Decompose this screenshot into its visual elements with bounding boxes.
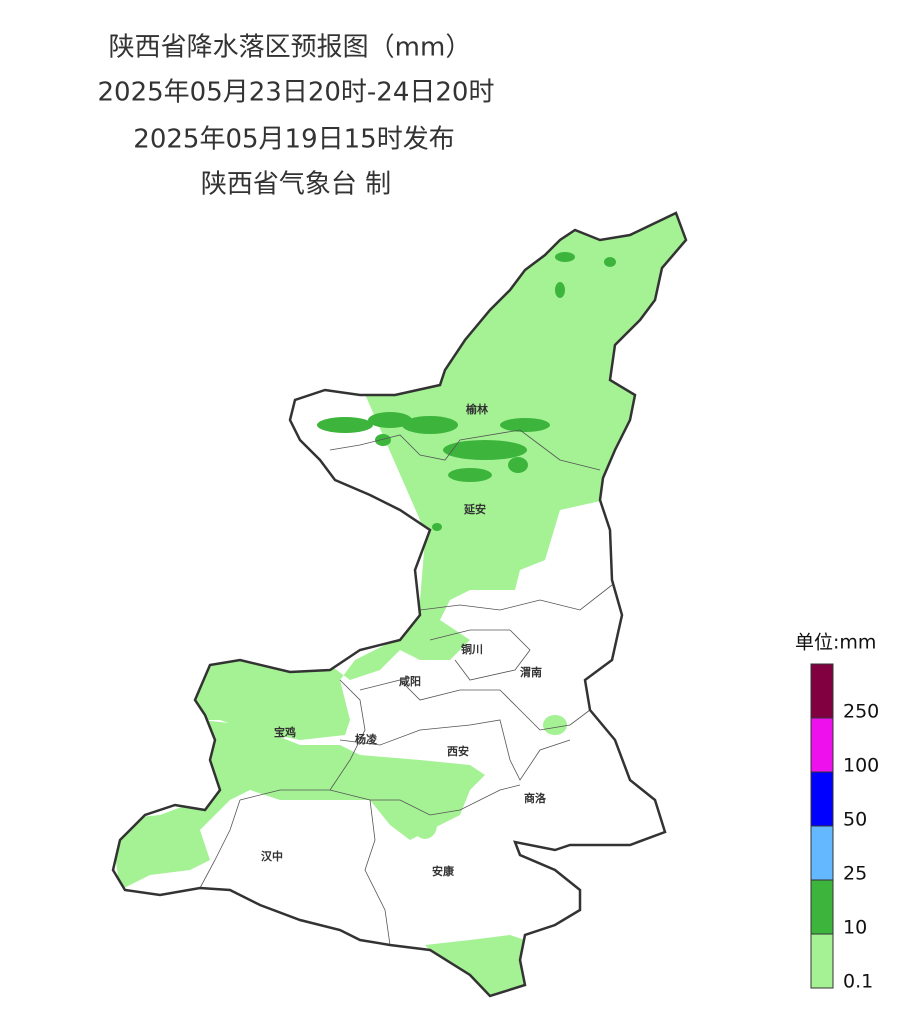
legend-swatch xyxy=(810,771,834,827)
city-label: 汉中 xyxy=(261,849,283,863)
city-label: 延安 xyxy=(463,502,486,516)
period: 2025年05月23日20时-24日20时 xyxy=(98,78,495,108)
legend-swatch xyxy=(810,663,834,719)
legend-label: 0.1 xyxy=(843,971,873,993)
city-label: 西安 xyxy=(447,744,469,758)
precip-areas xyxy=(113,213,686,996)
legend-swatch xyxy=(810,717,834,773)
city-label: 商洛 xyxy=(524,791,547,805)
city-label: 杨凌 xyxy=(355,732,378,746)
legend-label: 50 xyxy=(843,809,867,831)
city-label: 宝鸡 xyxy=(274,725,296,739)
maker: 陕西省气象台 制 xyxy=(201,170,391,200)
legend-label: 25 xyxy=(843,863,867,885)
legend-swatch xyxy=(810,825,834,881)
title: 陕西省降水落区预报图（mm） xyxy=(109,33,472,63)
issued: 2025年05月19日15时发布 xyxy=(133,125,454,155)
legend-title: 单位:mm xyxy=(795,632,876,654)
legend-swatch xyxy=(810,879,834,935)
city-label: 榆林 xyxy=(466,402,488,416)
boundaries xyxy=(199,429,613,946)
legend-label: 10 xyxy=(843,917,867,939)
legend-label: 100 xyxy=(843,755,879,777)
city-label: 铜川 xyxy=(460,642,483,656)
city-label: 渭南 xyxy=(520,665,542,679)
legend-label: 250 xyxy=(843,701,879,723)
city-label: 咸阳 xyxy=(399,674,421,688)
city-label: 安康 xyxy=(432,864,455,878)
legend-swatch xyxy=(810,933,834,989)
legend: 单位:mm 0.1 10 25 50 100 250 xyxy=(795,632,879,993)
